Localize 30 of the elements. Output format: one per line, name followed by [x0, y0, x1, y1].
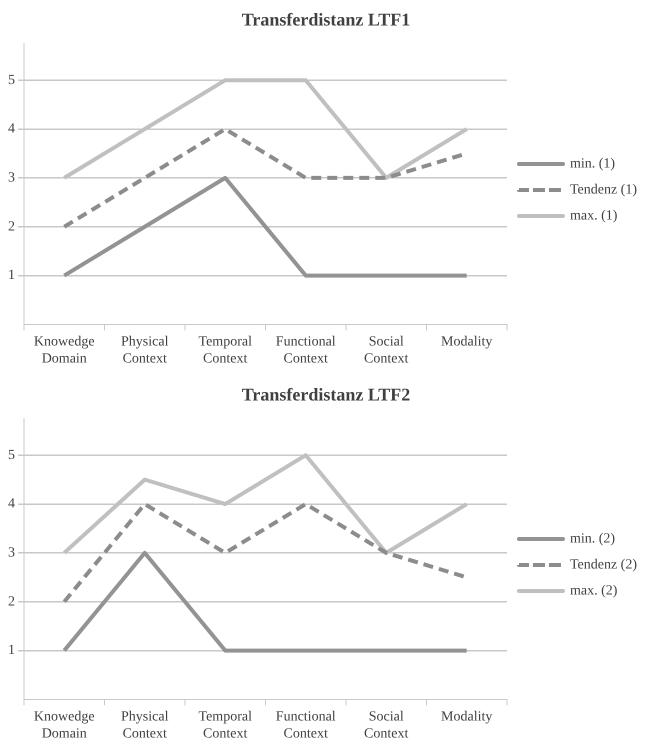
y-tick-label: 1 — [8, 643, 15, 658]
legend-label: Tendenz (1) — [570, 182, 638, 198]
legend-label: min. (2) — [570, 532, 616, 547]
legend-label: max. (1) — [570, 208, 618, 224]
legend-label: Tendenz (2) — [570, 558, 638, 573]
x-tick-label: Physical Context — [121, 334, 169, 366]
y-tick-label: 4 — [8, 122, 15, 137]
legend-label: min. (1) — [570, 156, 616, 172]
x-tick-label: Physical Context — [121, 709, 169, 742]
y-tick-label: 5 — [8, 448, 15, 463]
x-tick-label: Functional Context — [276, 334, 336, 366]
x-tick-label: Social Context — [364, 709, 408, 742]
y-tick-label: 3 — [8, 546, 15, 561]
chart-title: Transferdistanz LTF2 — [242, 384, 410, 404]
x-tick-label: Functional Context — [276, 709, 336, 742]
y-tick-label: 5 — [8, 72, 15, 88]
x-tick-label: Temporal Context — [198, 709, 252, 742]
x-tick-label: Modality — [441, 709, 492, 724]
legend-label: max. (2) — [570, 584, 618, 599]
y-tick-label: 2 — [8, 219, 15, 234]
x-tick-label: Social Context — [364, 334, 408, 366]
x-tick-label: Temporal Context — [198, 334, 252, 366]
y-tick-label: 2 — [8, 594, 15, 610]
x-tick-label: Knowedge Domain — [34, 709, 95, 742]
chart-title: Transferdistanz LTF1 — [242, 9, 410, 30]
y-tick-label: 4 — [8, 496, 15, 512]
y-tick-label: 1 — [8, 268, 15, 284]
x-tick-label: Modality — [441, 334, 492, 350]
y-tick-label: 3 — [8, 170, 15, 186]
x-tick-label: Knowedge Domain — [34, 334, 95, 366]
